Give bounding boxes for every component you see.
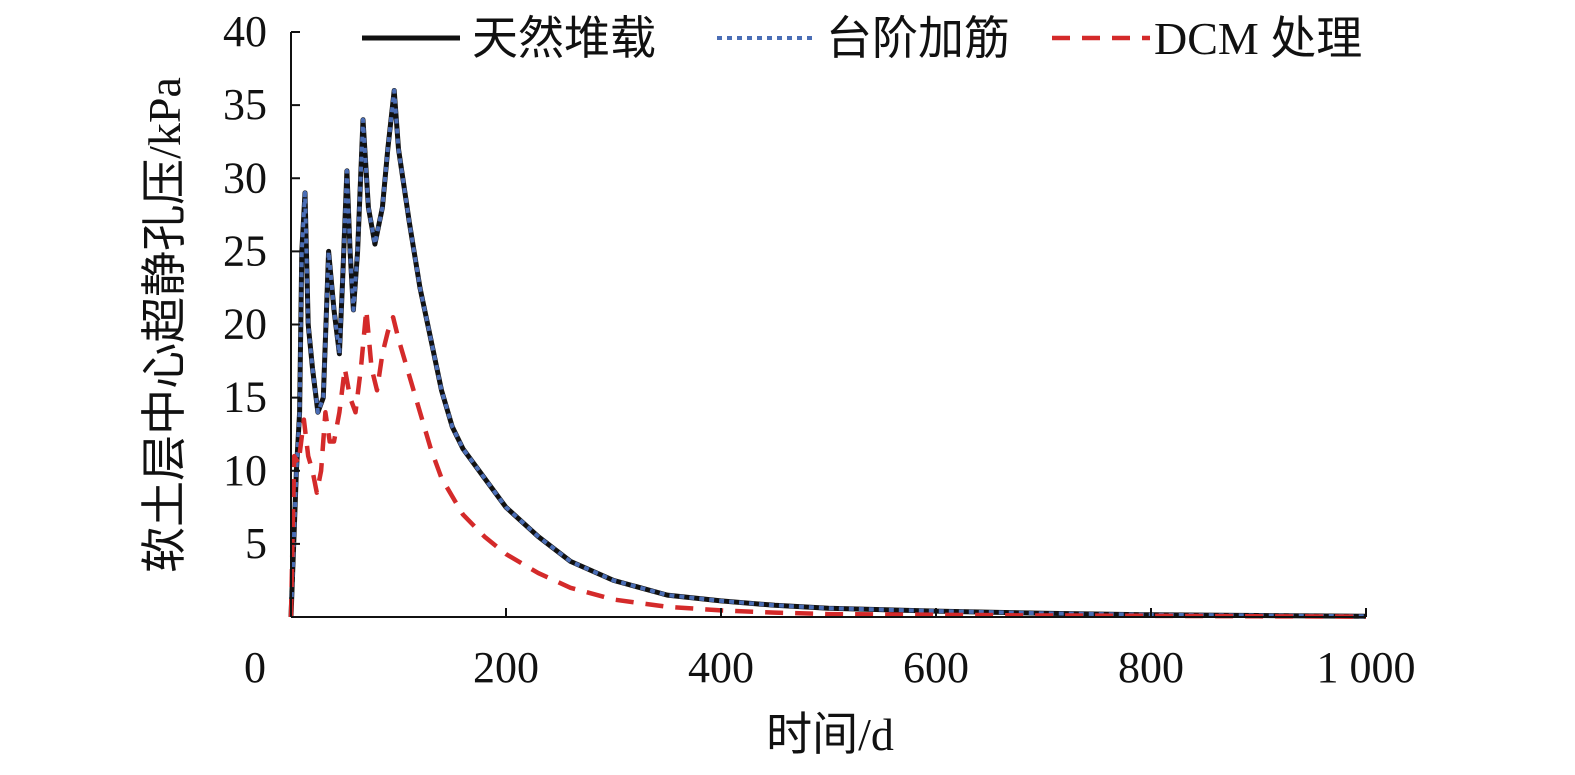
y-tick-label: 10 [223, 446, 267, 495]
series-layer [288, 88, 1367, 619]
legend: 天然堆载 台阶加筋 DCM 处理 [362, 13, 1362, 64]
y-axis-title: 软土层中心超静孔压/kPa [139, 77, 190, 573]
x-tick-label: 600 [903, 643, 969, 692]
series-line-3 [288, 307, 1367, 619]
y-tick-label: 25 [223, 226, 267, 275]
x-tick-label: 200 [473, 643, 539, 692]
series-line-2 [289, 88, 1367, 619]
x-tick-label: 400 [688, 643, 754, 692]
x-axis-title: 时间/d [766, 709, 894, 760]
legend-label-1: 天然堆载 [472, 13, 656, 64]
legend-label-2: 台阶加筋 [826, 13, 1010, 64]
y-tick-label: 35 [223, 80, 267, 129]
y-tick-label: 40 [223, 7, 267, 56]
x-tick-label: 1 000 [1317, 643, 1416, 692]
x-tick-label: 800 [1118, 643, 1184, 692]
y-tick-label: 20 [223, 300, 267, 349]
y-tick-label: 30 [223, 153, 267, 202]
y-tick-label: 5 [245, 519, 267, 568]
legend-label-3: DCM 处理 [1154, 13, 1362, 64]
series-line-1 [288, 88, 1367, 619]
x-tick-label: 0 [244, 643, 266, 692]
y-tick-label: 15 [223, 373, 267, 422]
